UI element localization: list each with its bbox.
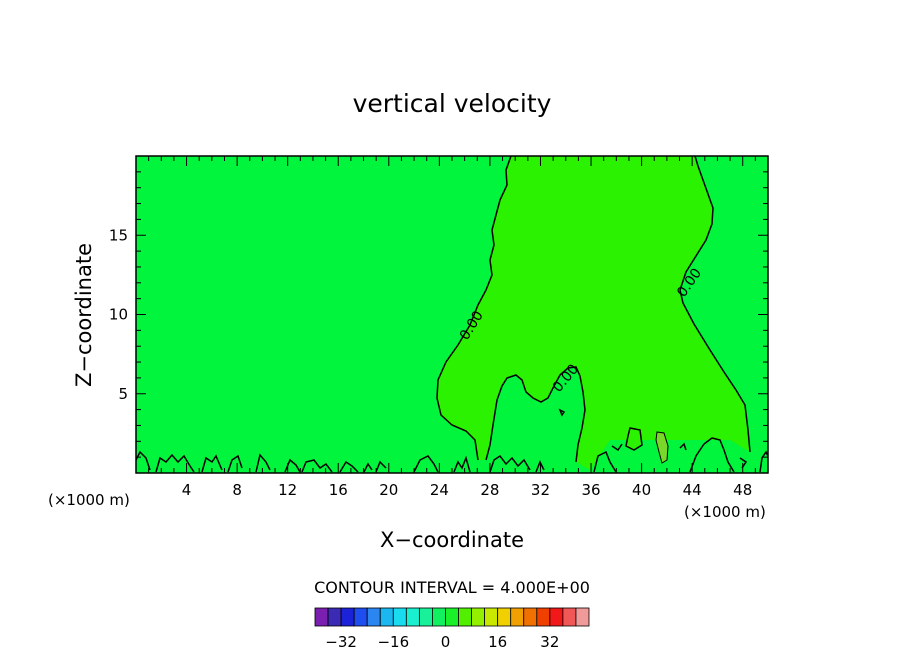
colorbar-tick-label: 16 [488,633,507,651]
y-tick-label: 5 [118,385,128,403]
y-axis-ticks [136,171,768,458]
x-axis-ticks [148,156,756,473]
y-axis-label: Z−coordinate [72,243,96,387]
positive-region [437,156,750,470]
x-axis-label: X−coordinate [380,528,524,552]
x-unit-left: (×1000 m) [48,491,130,509]
colorbar-tick-label: 0 [441,633,451,651]
colorbar-cell [432,607,446,627]
colorbar-cell [379,607,394,627]
x-tick-label: 40 [632,481,651,499]
y-tick-label: 10 [109,306,128,324]
colorbar-cell [366,607,381,627]
x-tick-label: 48 [733,481,752,499]
x-tick-label: 32 [531,481,550,499]
x-tick-label: 20 [379,481,398,499]
x-tick-label: 16 [329,481,348,499]
colorbar-cell [405,607,420,627]
y-tick-label: 15 [109,226,128,244]
colorbar-cell [327,607,342,627]
colorbar-cell [353,607,368,627]
chart-title: vertical velocity [353,89,552,118]
colorbar-cell [562,607,577,627]
positive-patch [626,428,642,450]
x-unit-right: (×1000 m) [684,503,766,521]
x-axis-tick-labels: 4 8 12 16 20 24 28 32 36 40 44 48 [182,481,752,499]
colorbar-cell [418,607,433,627]
zero-contours [135,155,769,473]
colorbar-tick-label: −16 [377,633,409,651]
colorbar-tick-labels: −32 −16 0 16 32 [325,633,559,651]
colorbar-tick-label: 32 [540,633,559,651]
colorbar-cell [340,607,355,627]
y-axis-tick-labels: 5 10 15 [109,226,128,403]
colorbar-cell [392,607,407,627]
contour-interval: CONTOUR INTERVAL = 4.000E+00 [314,578,590,597]
x-tick-label: 4 [182,481,192,499]
colorbar-cell [314,607,329,627]
strong-updraft-patch [655,431,669,464]
colorbar-cell [575,607,590,627]
x-tick-label: 36 [581,481,600,499]
colorbar-cell [536,607,551,627]
colorbar-cell [484,607,499,627]
x-tick-label: 8 [232,481,242,499]
colorbar-cell [549,607,564,627]
colorbar-cell [458,607,472,627]
x-tick-label: 28 [480,481,499,499]
colorbar-cell [510,607,525,627]
x-tick-label: 12 [278,481,297,499]
colorbar-tick-label: −32 [325,633,357,651]
x-tick-label: 44 [683,481,702,499]
colorbar-cell [497,607,512,627]
colorbar-cell [523,607,538,627]
colorbar [314,607,590,627]
x-tick-label: 24 [430,481,449,499]
colorbar-cell [471,607,486,627]
colorbar-cell [445,607,459,627]
